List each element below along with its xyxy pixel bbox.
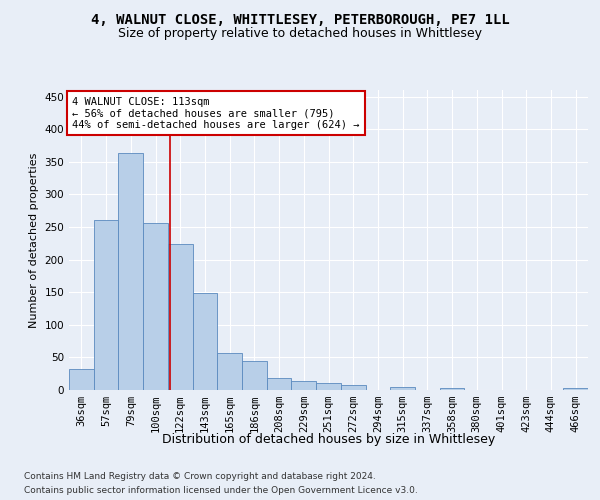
- Text: Contains public sector information licensed under the Open Government Licence v3: Contains public sector information licen…: [24, 486, 418, 495]
- Bar: [316, 384, 341, 390]
- Bar: [242, 362, 267, 390]
- Bar: [143, 223, 168, 390]
- Text: Size of property relative to detached houses in Whittlesey: Size of property relative to detached ho…: [118, 28, 482, 40]
- Bar: [292, 381, 316, 390]
- Bar: [267, 378, 292, 390]
- Text: Contains HM Land Registry data © Crown copyright and database right 2024.: Contains HM Land Registry data © Crown c…: [24, 472, 376, 481]
- Text: 4 WALNUT CLOSE: 113sqm
← 56% of detached houses are smaller (795)
44% of semi-de: 4 WALNUT CLOSE: 113sqm ← 56% of detached…: [72, 96, 359, 130]
- Bar: [168, 244, 193, 390]
- Bar: [217, 353, 242, 390]
- Bar: [390, 386, 415, 390]
- Text: Distribution of detached houses by size in Whittlesey: Distribution of detached houses by size …: [162, 432, 496, 446]
- Y-axis label: Number of detached properties: Number of detached properties: [29, 152, 39, 328]
- Text: 4, WALNUT CLOSE, WHITTLESEY, PETERBOROUGH, PE7 1LL: 4, WALNUT CLOSE, WHITTLESEY, PETERBOROUG…: [91, 12, 509, 26]
- Bar: [440, 388, 464, 390]
- Bar: [341, 386, 365, 390]
- Bar: [563, 388, 588, 390]
- Bar: [94, 220, 118, 390]
- Bar: [193, 294, 217, 390]
- Bar: [69, 369, 94, 390]
- Bar: [118, 154, 143, 390]
